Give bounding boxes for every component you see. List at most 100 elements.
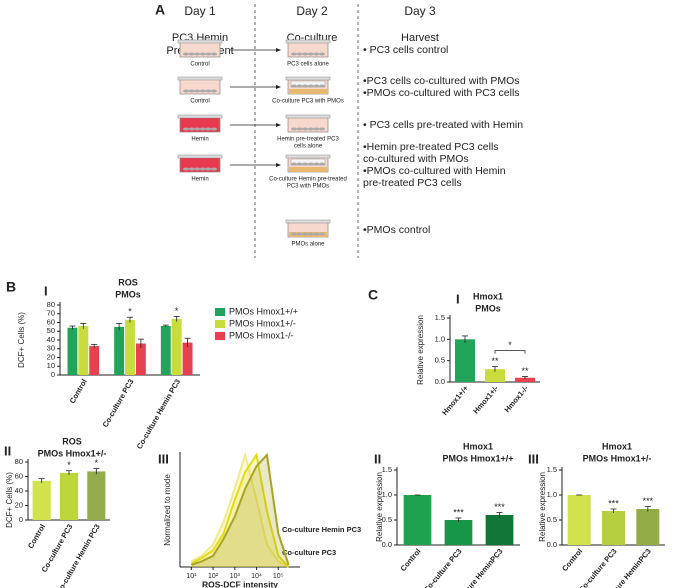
harvest-text: • PC3 cells control — [363, 44, 448, 56]
bar — [485, 515, 514, 545]
cell — [302, 52, 309, 56]
cell — [211, 167, 217, 171]
cell — [302, 84, 309, 88]
significance: *** — [608, 498, 619, 508]
y-axis-label: Relative expression — [375, 472, 384, 542]
dish-label: Hemin — [191, 177, 208, 183]
cell — [307, 162, 314, 166]
harvest-text: •PC3 cells co-cultured with PMOs — [363, 75, 520, 87]
bar — [182, 342, 193, 375]
cell — [296, 162, 303, 166]
chart-subtitle: PMOs Hmox1+/- — [38, 448, 107, 458]
cell — [183, 127, 189, 131]
harvest-text: • PC3 cells pre-treated with Hemin — [363, 119, 523, 131]
cell — [188, 89, 195, 93]
y-tick-label: 1.5 — [435, 313, 445, 322]
bar — [485, 369, 505, 382]
cell — [307, 52, 314, 56]
arrow-head — [276, 123, 281, 127]
bar — [135, 343, 146, 375]
x-tick-label: Co-culture Hemin PC3 — [135, 377, 182, 450]
arrow-head — [276, 48, 281, 52]
y-tick-label: 40 — [47, 335, 55, 344]
x-tick-label: Control — [26, 522, 47, 550]
x-tick-label: Co-culture PC3 — [101, 377, 136, 428]
cell — [302, 127, 309, 131]
panel-label: B — [6, 279, 16, 295]
cell — [296, 127, 303, 131]
chart-title: Hmox1 — [473, 291, 503, 301]
y-tick-label: 0.0 — [547, 540, 557, 549]
cell — [205, 89, 212, 93]
panel-label: II — [4, 443, 11, 458]
y-axis-label: Normalized to mode — [163, 474, 172, 546]
cell — [302, 232, 309, 236]
dish-rim — [285, 114, 331, 119]
cell — [188, 52, 195, 56]
cell — [205, 52, 212, 56]
cell — [205, 167, 212, 171]
bracket — [494, 350, 526, 354]
dish-rim — [285, 219, 331, 224]
y-tick-label: 1.0 — [382, 490, 392, 499]
legend-swatch — [215, 332, 225, 340]
y-tick-label: 0.5 — [547, 515, 557, 524]
dish-label: PC3 cells alone — [287, 62, 329, 68]
cell — [194, 167, 201, 171]
y-tick-label: 50 — [47, 326, 55, 335]
histogram-line — [190, 451, 290, 568]
y-tick-label: 80 — [15, 457, 23, 466]
bar — [601, 511, 626, 545]
chart-title: Hmox1 — [463, 441, 493, 451]
cell — [319, 84, 325, 88]
arrow-head — [276, 85, 281, 89]
y-tick-label: 70 — [47, 309, 55, 318]
bar — [114, 326, 125, 375]
pmo-layer — [289, 167, 327, 172]
arrow-head — [276, 163, 281, 167]
cell — [319, 52, 325, 56]
legend-label: PMOs Hmox1+/- — [229, 318, 296, 328]
panel-label: II — [374, 451, 381, 466]
cell — [211, 127, 217, 131]
cell — [319, 232, 325, 236]
series-label: Co-culture PC3 — [282, 548, 336, 557]
x-tick-label: Hmox1+/- — [471, 383, 500, 415]
histogram-fill — [191, 455, 289, 567]
bar — [444, 520, 473, 545]
series-label: Co-culture Hemin PC3 — [282, 525, 361, 534]
cell — [188, 167, 195, 171]
panel-label: III — [158, 451, 169, 466]
histogram-fill — [191, 455, 289, 567]
cell — [313, 162, 320, 166]
cell — [307, 84, 314, 88]
histogram-line — [190, 452, 290, 568]
cell — [199, 127, 206, 131]
harvest-text: pre-treated PC3 cells — [363, 177, 462, 189]
y-tick-label: 1.0 — [547, 490, 557, 499]
x-tick-label: Hmox1-/- — [503, 383, 531, 414]
significance: * — [95, 458, 99, 468]
y-tick-label: 80 — [47, 300, 55, 309]
y-tick-label: 20 — [47, 352, 55, 361]
chart-subtitle: PMOs — [115, 289, 141, 299]
legend-label: PMOs Hmox1+/+ — [229, 306, 298, 316]
cell — [199, 167, 206, 171]
x-tick-label: Control — [399, 547, 423, 573]
y-tick-label: 30 — [47, 344, 55, 353]
dish-rim — [177, 114, 223, 119]
significance: * — [67, 460, 71, 470]
bar — [125, 319, 135, 375]
day-header: Day 1 — [184, 4, 216, 18]
x-tick-label: 10⁵ — [273, 573, 284, 580]
cell — [296, 52, 303, 56]
bar — [455, 339, 475, 382]
dish-label: Hemin pre-treated PC3 — [277, 137, 339, 143]
panel-label: C — [368, 287, 378, 303]
bracket-label: * — [508, 340, 512, 350]
cell — [183, 52, 189, 56]
cell — [313, 52, 320, 56]
legend-swatch — [215, 308, 225, 316]
cell — [313, 127, 320, 131]
